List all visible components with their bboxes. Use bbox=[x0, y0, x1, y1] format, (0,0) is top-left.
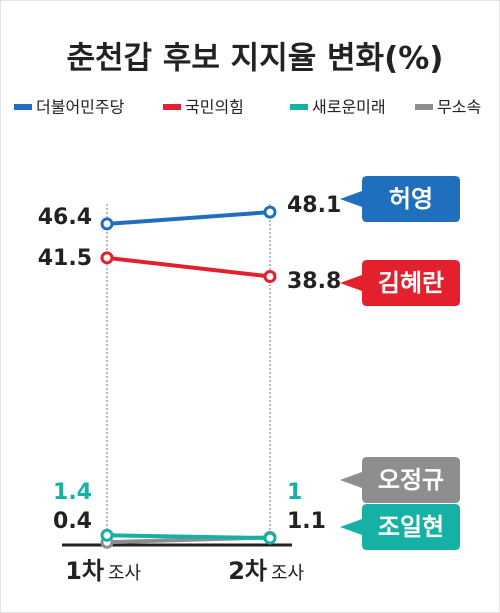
value-label: 1.4 bbox=[53, 480, 92, 505]
legend-label: 국민의힘 bbox=[185, 98, 244, 117]
value-label: 48.1 bbox=[287, 193, 341, 218]
candidate-badge bbox=[340, 504, 460, 550]
value-label: 1 bbox=[287, 480, 302, 505]
x-tick-suffix: 조사 bbox=[271, 563, 305, 584]
legend-label: 더불어민주당 bbox=[36, 98, 125, 117]
chart-title: 춘천갑 후보 지지율 변화(%) bbox=[67, 41, 444, 77]
candidate-badge bbox=[340, 260, 460, 306]
series-line bbox=[106, 255, 271, 279]
candidate-label: 오정규 bbox=[378, 466, 444, 494]
legend-swatch bbox=[290, 104, 308, 110]
x-tick-suffix: 조사 bbox=[108, 563, 142, 584]
point bbox=[100, 217, 114, 231]
series-line bbox=[106, 533, 271, 541]
point bbox=[100, 528, 114, 542]
value-label: 1.1 bbox=[287, 509, 326, 534]
legend-label: 새로운미래 bbox=[312, 98, 386, 117]
series-line bbox=[106, 210, 271, 226]
candidate-badge bbox=[340, 457, 460, 503]
legend-label: 무소속 bbox=[437, 98, 481, 117]
x-tick-label: 2차 bbox=[228, 557, 267, 585]
point bbox=[100, 251, 114, 265]
value-label: 38.8 bbox=[287, 269, 341, 294]
value-label: 46.4 bbox=[38, 205, 92, 230]
candidate-label: 허영 bbox=[389, 185, 433, 213]
value-label: 41.5 bbox=[38, 246, 92, 271]
value-label: 0.4 bbox=[53, 509, 92, 534]
legend-swatch bbox=[14, 104, 32, 110]
point bbox=[263, 270, 277, 284]
candidate-label: 김혜란 bbox=[378, 269, 444, 297]
point bbox=[263, 205, 277, 219]
legend-swatch bbox=[415, 104, 433, 110]
legend-swatch bbox=[163, 104, 181, 110]
candidate-badge bbox=[340, 176, 460, 222]
candidate-label: 조일현 bbox=[378, 513, 444, 541]
x-tick-label: 1차 bbox=[65, 557, 104, 585]
point bbox=[263, 531, 277, 545]
